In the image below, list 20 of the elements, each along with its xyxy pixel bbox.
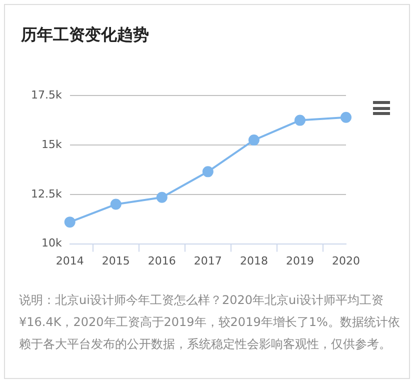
y-tick-label: 17.5k bbox=[30, 88, 62, 102]
point bbox=[156, 192, 168, 203]
point bbox=[248, 134, 260, 146]
text: 说明：北京ui设计师今年工资怎么样？2020年北京ui设计师平均工资¥16.4K，2020年工资高于2019年，较2019年增长了1%。数据统计依赖于各大平台发布的公开数据，系统稳定性会影响客观性，仅供参考。 bbox=[19, 292, 401, 353]
x-tick-label: 2020 bbox=[332, 254, 360, 268]
y-tick-label: 12.5k bbox=[30, 187, 62, 200]
point bbox=[110, 198, 122, 210]
x-tick-label: 2016 bbox=[148, 254, 176, 268]
point bbox=[340, 112, 352, 123]
x-tick-label: 2017 bbox=[194, 254, 222, 268]
x-tick-label: 2019 bbox=[286, 254, 314, 268]
x-tick-label: 2018 bbox=[240, 254, 268, 268]
point bbox=[294, 114, 306, 126]
y-tick-label: 15k bbox=[41, 138, 62, 151]
y-tick-label: 10k bbox=[41, 236, 62, 250]
point bbox=[64, 216, 76, 228]
chart-title: 历年工资变化趋势 bbox=[21, 25, 149, 46]
point bbox=[202, 166, 214, 178]
x-tick-label: 2015 bbox=[102, 254, 130, 268]
x-tick-label: 2014 bbox=[56, 254, 84, 268]
